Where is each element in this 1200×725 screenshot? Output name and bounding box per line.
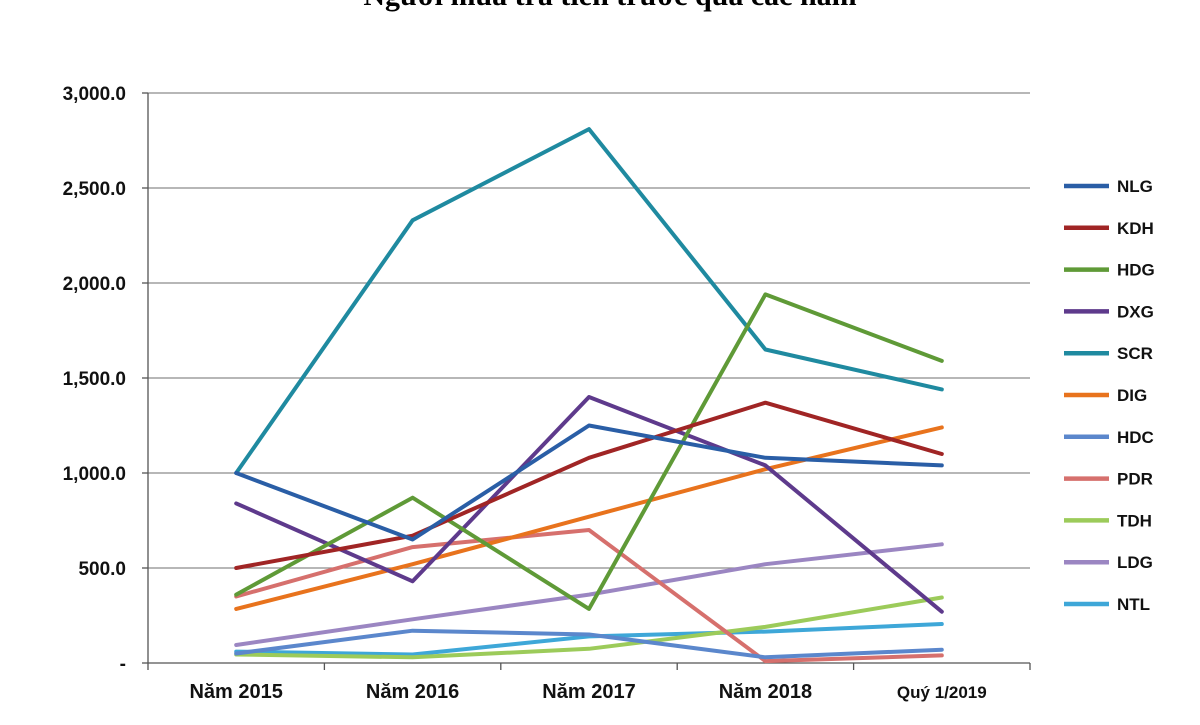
legend-item-pdr: PDR [1064,470,1153,489]
legend-item-tdh: TDH [1064,511,1152,530]
x-tick-label: Quý 1/2019 [897,683,987,702]
legend-item-hdg: HDG [1064,261,1155,280]
x-tick-label: Năm 2017 [542,681,635,703]
y-tick-label: 3,000.0 [63,84,126,105]
y-tick-label: 500.0 [78,559,126,580]
series-line-hdc [234,628,944,660]
legend-item-ntl: NTL [1064,595,1150,614]
legend-item-ldg: LDG [1064,553,1153,572]
legend-item-scr: SCR [1064,344,1153,363]
gridlines [148,92,1030,569]
chart-title: Người mua trả tiền trước qua các năm [363,0,856,12]
series-line-pdr [234,528,944,664]
x-tick-label: Năm 2015 [189,681,282,703]
series-lines [234,127,944,664]
y-tick-label: 2,500.0 [63,179,126,200]
x-tick-label: Năm 2016 [366,681,459,703]
series-line-nlg [234,423,944,542]
legend-label: DXG [1117,302,1154,321]
legend-label: KDH [1117,219,1154,238]
legend-label: HDG [1117,261,1155,280]
x-axis-ticks: Năm 2015 Năm 2016 Năm 2017 Năm 2018 Quý 1/20… [189,681,986,703]
y-tick-label: 2,000.0 [63,274,126,295]
legend-label: NLG [1117,177,1153,196]
series-line-tdh [234,595,944,660]
legend-label: DIG [1117,386,1147,405]
legend-label: HDC [1117,428,1154,447]
legend-label: NTL [1117,595,1150,614]
legend-item-dig: DIG [1064,386,1147,405]
legend-item-kdh: KDH [1064,219,1154,238]
x-tick-label: Năm 2018 [719,681,812,703]
legend-item-dxg: DXG [1064,302,1154,321]
series-line-ldg [234,542,944,647]
legend-item-nlg: NLG [1064,177,1153,196]
legend-label: TDH [1117,511,1152,530]
series-line-dxg [234,395,944,614]
series-line-kdh [234,400,944,570]
axes [142,92,1031,670]
series-line-scr [234,127,944,475]
legend-item-hdc: HDC [1064,428,1154,447]
y-tick-label: 1,000.0 [63,464,126,485]
legend: NLG KDH HDG DXG SCR DIG HDC PDR TDH LDG NTL [1064,177,1155,614]
y-tick-label: 1,500.0 [63,369,126,390]
y-axis-ticks: - 500.0 1,000.0 1,500.0 2,000.0 2,500.0 3,000.… [63,84,126,675]
legend-label: LDG [1117,553,1153,572]
legend-label: PDR [1117,470,1153,489]
series-line-dig [234,425,944,611]
y-tick-label: - [120,654,126,675]
series-line-hdg [234,292,944,611]
legend-label: SCR [1117,344,1153,363]
